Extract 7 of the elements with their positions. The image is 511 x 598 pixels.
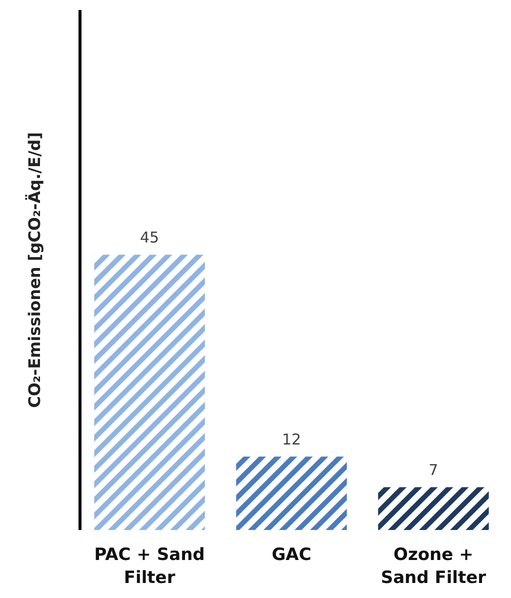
y-axis-title: CO₂-Emissionen [gCO₂-Äq./E/d]: [25, 132, 44, 408]
data-label: 7: [428, 461, 438, 480]
x-tick-label: GAC: [272, 545, 312, 565]
x-tick-label: Ozone + Sand Filter: [380, 545, 487, 588]
data-label: 12: [282, 430, 302, 449]
data-label: 45: [140, 228, 160, 247]
x-tick-label: PAC + Sand Filter: [94, 545, 205, 588]
